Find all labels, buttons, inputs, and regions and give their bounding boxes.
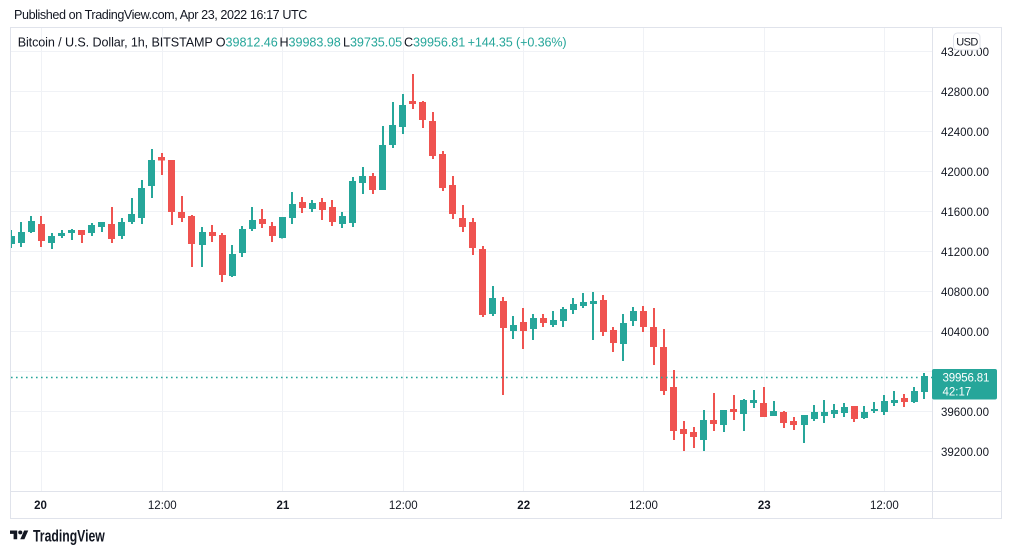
- svg-text:40800.00: 40800.00: [941, 287, 989, 299]
- svg-text:21: 21: [277, 500, 290, 512]
- svg-text:Bitcoin / U.S. Dollar, 1h, BIT: Bitcoin / U.S. Dollar, 1h, BITSTAMP: [18, 35, 213, 49]
- svg-text:Published on TradingView.com,: Published on TradingView.com, Apr 23, 20…: [14, 8, 307, 22]
- svg-text:41200.00: 41200.00: [941, 247, 989, 259]
- svg-text:42400.00: 42400.00: [941, 127, 989, 139]
- svg-text:+144.35 (+0.36%): +144.35 (+0.36%): [468, 35, 567, 49]
- svg-text:40400.00: 40400.00: [941, 327, 989, 339]
- svg-text:22: 22: [517, 500, 530, 512]
- svg-text:C39956.81: C39956.81: [404, 35, 465, 49]
- svg-text:TradingView: TradingView: [33, 528, 105, 546]
- svg-text:42000.00: 42000.00: [941, 167, 989, 179]
- svg-text:H39983.98: H39983.98: [280, 35, 341, 49]
- svg-text:23: 23: [758, 500, 771, 512]
- svg-text:41600.00: 41600.00: [941, 207, 989, 219]
- svg-text:39200.00: 39200.00: [941, 447, 989, 459]
- svg-text:12:00: 12:00: [870, 500, 899, 512]
- svg-text:12:00: 12:00: [629, 500, 658, 512]
- svg-text:USD: USD: [956, 37, 978, 49]
- svg-text:12:00: 12:00: [148, 500, 177, 512]
- svg-text:42:17: 42:17: [943, 387, 972, 399]
- svg-text:39956.81: 39956.81: [943, 373, 990, 385]
- svg-text:12:00: 12:00: [389, 500, 418, 512]
- svg-text:L39735.05: L39735.05: [343, 35, 402, 49]
- svg-text:42800.00: 42800.00: [941, 87, 989, 99]
- svg-text:39600.00: 39600.00: [941, 407, 989, 419]
- svg-text:20: 20: [34, 500, 47, 512]
- svg-text:O39812.46: O39812.46: [216, 35, 278, 49]
